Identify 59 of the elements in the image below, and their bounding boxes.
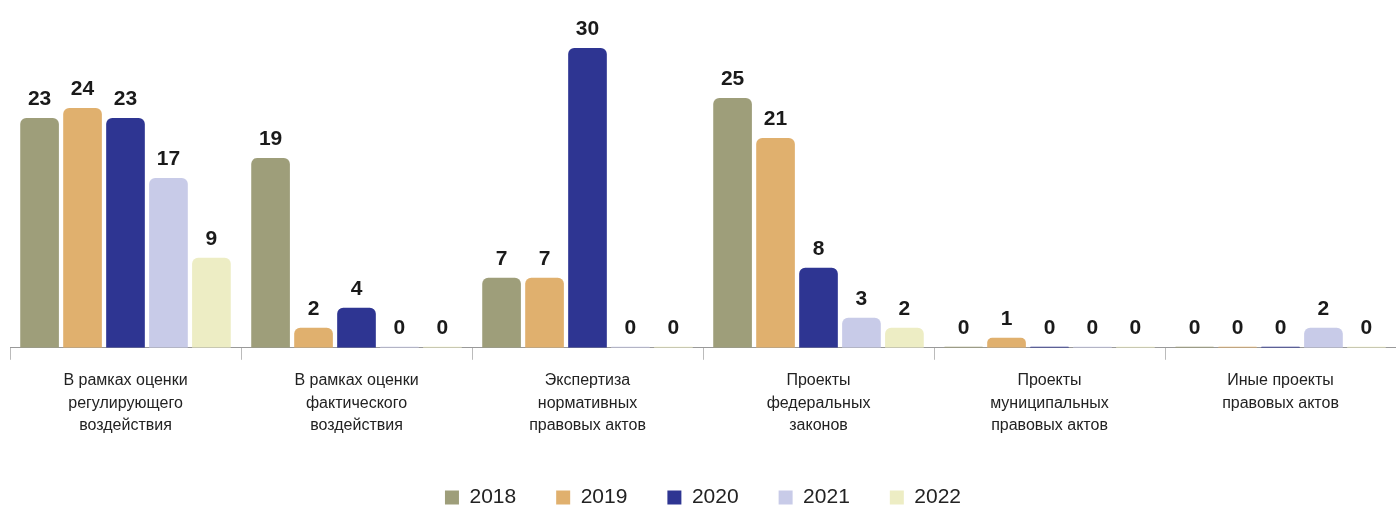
data-label: 0: [393, 315, 406, 339]
data-label: 0: [1231, 315, 1244, 339]
data-label: 25: [720, 66, 745, 90]
legend-label: 2020: [691, 484, 739, 508]
x-tick-label: В рамках оценки регулирующего воздействия: [63, 371, 188, 434]
bar: [106, 117, 145, 348]
data-label: 0: [1360, 315, 1373, 339]
bar: [713, 97, 752, 348]
data-label: 17: [156, 146, 181, 170]
bar: [525, 277, 564, 348]
data-label: 0: [1188, 315, 1201, 339]
bar: [63, 107, 102, 348]
data-label: 23: [27, 86, 52, 110]
bar: [337, 307, 376, 348]
x-tick-label: В рамках оценки фактического воздействия: [294, 371, 419, 434]
data-label: 21: [763, 106, 788, 130]
data-label: 19: [258, 126, 283, 150]
bar: [149, 177, 188, 348]
data-label: 0: [624, 315, 637, 339]
data-label: 0: [957, 315, 970, 339]
bar: [885, 327, 924, 348]
bar: [987, 337, 1026, 348]
x-tick-label: Проекты федеральных законов: [766, 371, 871, 434]
data-label: 2: [1317, 296, 1330, 320]
data-label: 30: [575, 16, 600, 40]
data-label: 2: [307, 296, 320, 320]
data-label: 0: [1086, 315, 1099, 339]
data-label: 0: [1274, 315, 1287, 339]
data-label: 23: [113, 86, 138, 110]
bar: [756, 137, 795, 348]
x-tick-label: Экспертиза нормативных правовых актов: [529, 371, 646, 434]
bar: [1304, 327, 1343, 348]
bar: [568, 48, 607, 348]
data-label: 7: [495, 246, 508, 270]
data-label: 2: [898, 296, 911, 320]
data-label: 0: [667, 315, 680, 339]
legend-label: 2019: [580, 484, 628, 508]
data-label: 0: [1129, 315, 1142, 339]
bar: [192, 257, 231, 348]
data-label: 0: [1043, 315, 1056, 339]
legend-label: 2018: [469, 484, 517, 508]
x-tick-label: Проекты муниципальных правовых актов: [990, 371, 1109, 434]
bar: [294, 327, 333, 348]
legend-label: 2022: [914, 484, 962, 508]
data-label: 9: [205, 226, 218, 250]
bar: [799, 267, 838, 348]
data-label: 3: [855, 286, 868, 310]
data-label: 4: [350, 276, 363, 300]
data-label: 7: [538, 246, 551, 270]
bar: [482, 277, 521, 348]
bar: [842, 317, 881, 348]
legend-label: 2021: [803, 484, 850, 508]
data-label: 8: [812, 236, 825, 260]
x-tick-label: Иные проекты правовых актов: [1222, 371, 1339, 411]
data-label: 24: [70, 76, 95, 100]
data-label: 1: [1000, 306, 1013, 330]
bar: [251, 157, 290, 348]
data-label: 0: [436, 315, 449, 339]
bar: [20, 117, 59, 348]
